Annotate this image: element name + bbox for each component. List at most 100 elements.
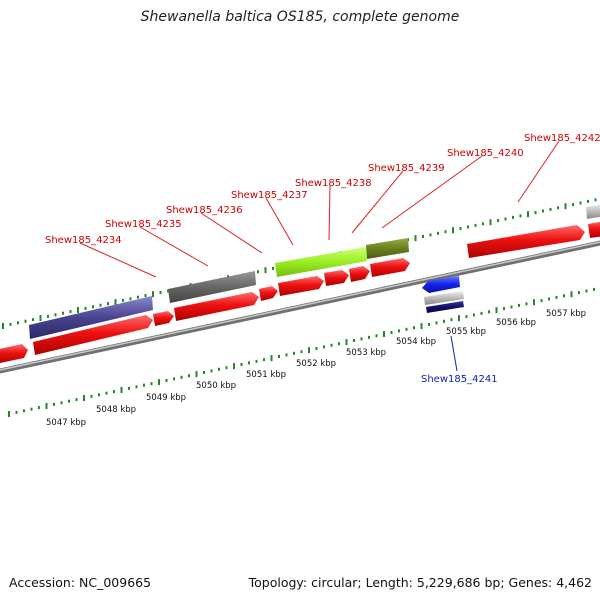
cds-arrow-forward[interactable]	[0, 344, 28, 364]
minor-tick	[428, 323, 430, 326]
minor-tick	[435, 321, 438, 325]
scale-label: 5050 kbp	[196, 381, 236, 391]
minor-tick	[99, 303, 102, 307]
minor-tick	[143, 383, 145, 387]
map-title: Shewanella baltica OS185, complete genom…	[140, 9, 460, 25]
scale-label: 5047 kbp	[46, 418, 86, 428]
minor-tick	[84, 306, 87, 310]
gene-label[interactable]: Shew185_4240	[447, 148, 524, 159]
minor-tick	[263, 358, 265, 362]
minor-tick	[17, 321, 19, 325]
rna-feature-silver[interactable]	[424, 291, 464, 305]
cds-arrow-forward[interactable]	[259, 286, 278, 301]
scale-label: 5048 kbp	[96, 405, 136, 415]
minor-tick	[210, 369, 213, 373]
minor-tick	[278, 355, 280, 358]
minor-tick	[54, 313, 57, 317]
minor-tick	[542, 209, 544, 213]
minor-tick	[563, 294, 565, 298]
scale-label: 5049 kbp	[146, 393, 186, 403]
minor-tick	[510, 305, 513, 309]
gene-label[interactable]: Shew185_4236	[166, 205, 243, 216]
gene-label[interactable]: Shew185_4239	[368, 163, 445, 174]
minor-tick	[62, 311, 64, 315]
major-tick	[533, 299, 535, 306]
cds-arrow-forward[interactable]	[324, 270, 349, 286]
minor-tick	[173, 377, 175, 381]
minor-tick	[272, 267, 274, 270]
minor-tick	[578, 291, 580, 295]
major-tick	[120, 387, 123, 393]
minor-tick	[512, 215, 514, 219]
rna-feature-purple[interactable]	[29, 296, 153, 339]
minor-tick	[128, 386, 130, 390]
minor-tick	[135, 385, 138, 389]
minor-tick	[405, 327, 408, 331]
rna-feature-navy[interactable]	[426, 301, 464, 313]
gene-label[interactable]: Shew185_4242	[524, 133, 600, 144]
backbone	[0, 240, 600, 374]
gene-label[interactable]: Shew185_4235	[105, 219, 182, 230]
major-tick	[158, 379, 160, 386]
major-tick	[383, 331, 385, 338]
minor-tick	[444, 230, 447, 234]
minor-tick	[398, 329, 400, 333]
topology-text: Topology: circular; Length: 5,229,686 bp…	[248, 575, 592, 590]
minor-tick	[549, 207, 552, 211]
minor-tick	[450, 318, 453, 322]
minor-tick	[75, 398, 78, 402]
rna-feature-lime[interactable]	[275, 247, 367, 277]
cds-arrow-forward[interactable]	[370, 258, 410, 277]
major-tick	[8, 411, 10, 417]
cds-arrow-forward[interactable]	[174, 292, 259, 321]
gene-label[interactable]: Shew185_4238	[295, 178, 372, 189]
gene-label[interactable]: Shew185_4237	[231, 190, 308, 201]
minor-tick	[144, 294, 147, 298]
minor-tick	[519, 214, 522, 218]
major-tick	[489, 219, 492, 226]
minor-tick	[150, 382, 153, 386]
major-tick	[308, 347, 310, 354]
major-tick	[570, 291, 573, 298]
minor-tick	[497, 219, 499, 223]
minor-tick	[23, 409, 25, 413]
minor-tick	[30, 407, 33, 411]
minor-tick	[203, 371, 205, 374]
minor-tick	[15, 410, 18, 414]
minor-tick	[113, 390, 115, 394]
scale-label: 5054 kbp	[396, 337, 436, 347]
major-tick	[233, 363, 235, 370]
minor-tick	[585, 289, 588, 293]
rna-feature-gray[interactable]	[168, 271, 256, 303]
minor-tick	[68, 399, 70, 403]
minor-tick	[105, 391, 108, 395]
minor-tick	[594, 198, 597, 202]
major-tick	[270, 355, 273, 362]
rna-feature-silver[interactable]	[586, 204, 600, 219]
minor-tick	[593, 287, 595, 291]
gene-label[interactable]: Shew185_4241	[421, 374, 498, 385]
cds-arrow-forward[interactable]	[153, 311, 174, 326]
scale-label: 5051 kbp	[246, 370, 286, 380]
cds-arrow-forward[interactable]	[467, 225, 585, 258]
feature-track	[0, 204, 600, 364]
cds-arrow-forward[interactable]	[349, 266, 370, 282]
minor-tick	[504, 217, 507, 221]
minor-tick	[534, 211, 537, 215]
minor-tick	[218, 367, 220, 371]
scale-label: 5057 kbp	[546, 309, 586, 319]
minor-tick	[60, 401, 63, 405]
cds-arrow-reverse[interactable]	[422, 276, 460, 293]
cds-arrow-forward[interactable]	[588, 221, 600, 238]
minor-tick	[473, 313, 475, 317]
minor-tick	[413, 326, 415, 330]
major-tick	[420, 323, 423, 330]
gene-label[interactable]: Shew185_4234	[45, 235, 122, 246]
cds-arrow-forward[interactable]	[33, 315, 153, 355]
cds-arrow-forward[interactable]	[278, 276, 324, 296]
rna-feature-olive[interactable]	[366, 238, 409, 259]
minor-tick	[375, 334, 378, 338]
major-tick	[495, 307, 498, 314]
